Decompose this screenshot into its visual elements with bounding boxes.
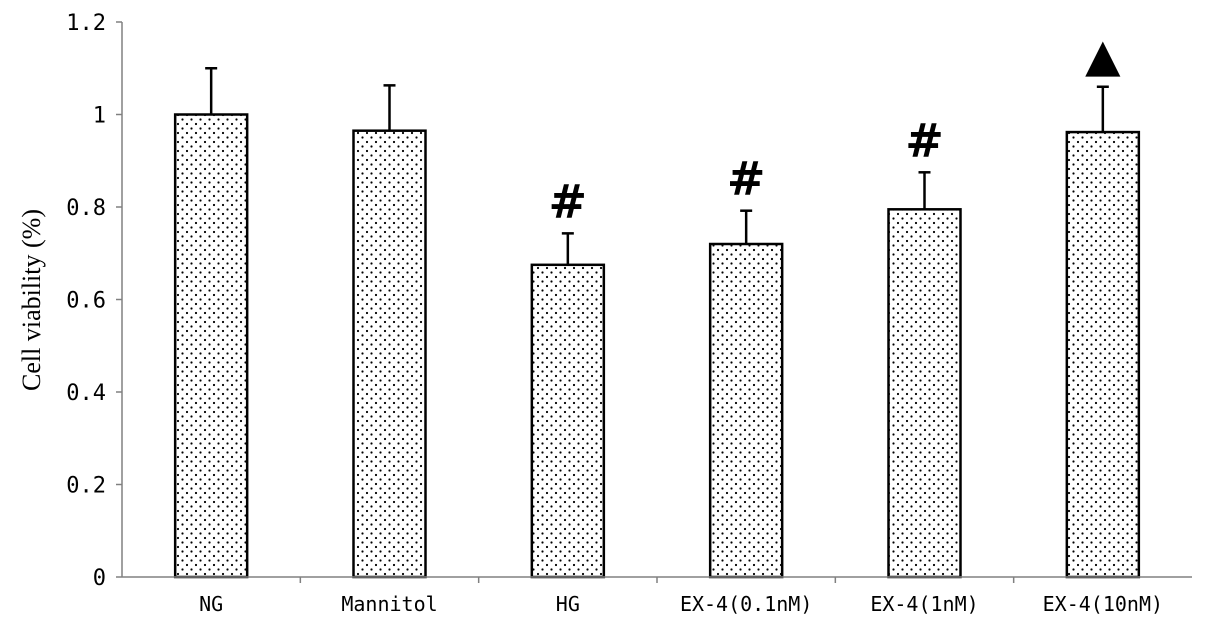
y-axis-title: Cell viability (%) bbox=[17, 209, 46, 391]
y-tick-label: 0 bbox=[93, 566, 106, 591]
y-tick-label: 0.6 bbox=[66, 289, 106, 314]
x-category-label: NG bbox=[199, 592, 223, 616]
x-category-label: Mannitol bbox=[341, 592, 437, 616]
significance-mark: # bbox=[727, 152, 766, 206]
x-category-label: EX-4(0.1nM) bbox=[680, 592, 812, 616]
x-axis-labels: NG Mannitol HG EX-4(0.1nM) EX-4(1nM) EX-4(10n… bbox=[199, 592, 1163, 616]
significance-mark: # bbox=[905, 113, 944, 167]
bar bbox=[887, 208, 962, 579]
significance-mark: ▲ bbox=[1085, 28, 1121, 82]
y-tick-label: 0.4 bbox=[66, 381, 106, 406]
x-category-label: HG bbox=[556, 592, 580, 616]
significance-mark: # bbox=[549, 174, 588, 228]
y-tick-label: 0.8 bbox=[66, 196, 106, 221]
x-category-label: EX-4(1nM) bbox=[870, 592, 978, 616]
bar bbox=[1065, 130, 1141, 579]
y-tick-label: 1 bbox=[93, 104, 106, 129]
x-category-label: EX-4(10nM) bbox=[1043, 592, 1163, 616]
y-tick-label: 1.2 bbox=[66, 11, 106, 36]
axes bbox=[121, 22, 1192, 583]
significance-annotations: # # # ▲ bbox=[549, 28, 1122, 229]
bar bbox=[173, 113, 249, 579]
y-tick-label: 0.2 bbox=[66, 474, 106, 499]
bar bbox=[352, 129, 427, 579]
error-bars bbox=[205, 67, 1109, 265]
bar bbox=[708, 242, 784, 579]
y-axis-ticks: 0 0.2 0.4 0.6 0.8 1 1.2 bbox=[66, 11, 122, 591]
bars bbox=[173, 113, 1141, 579]
bar bbox=[530, 263, 606, 579]
